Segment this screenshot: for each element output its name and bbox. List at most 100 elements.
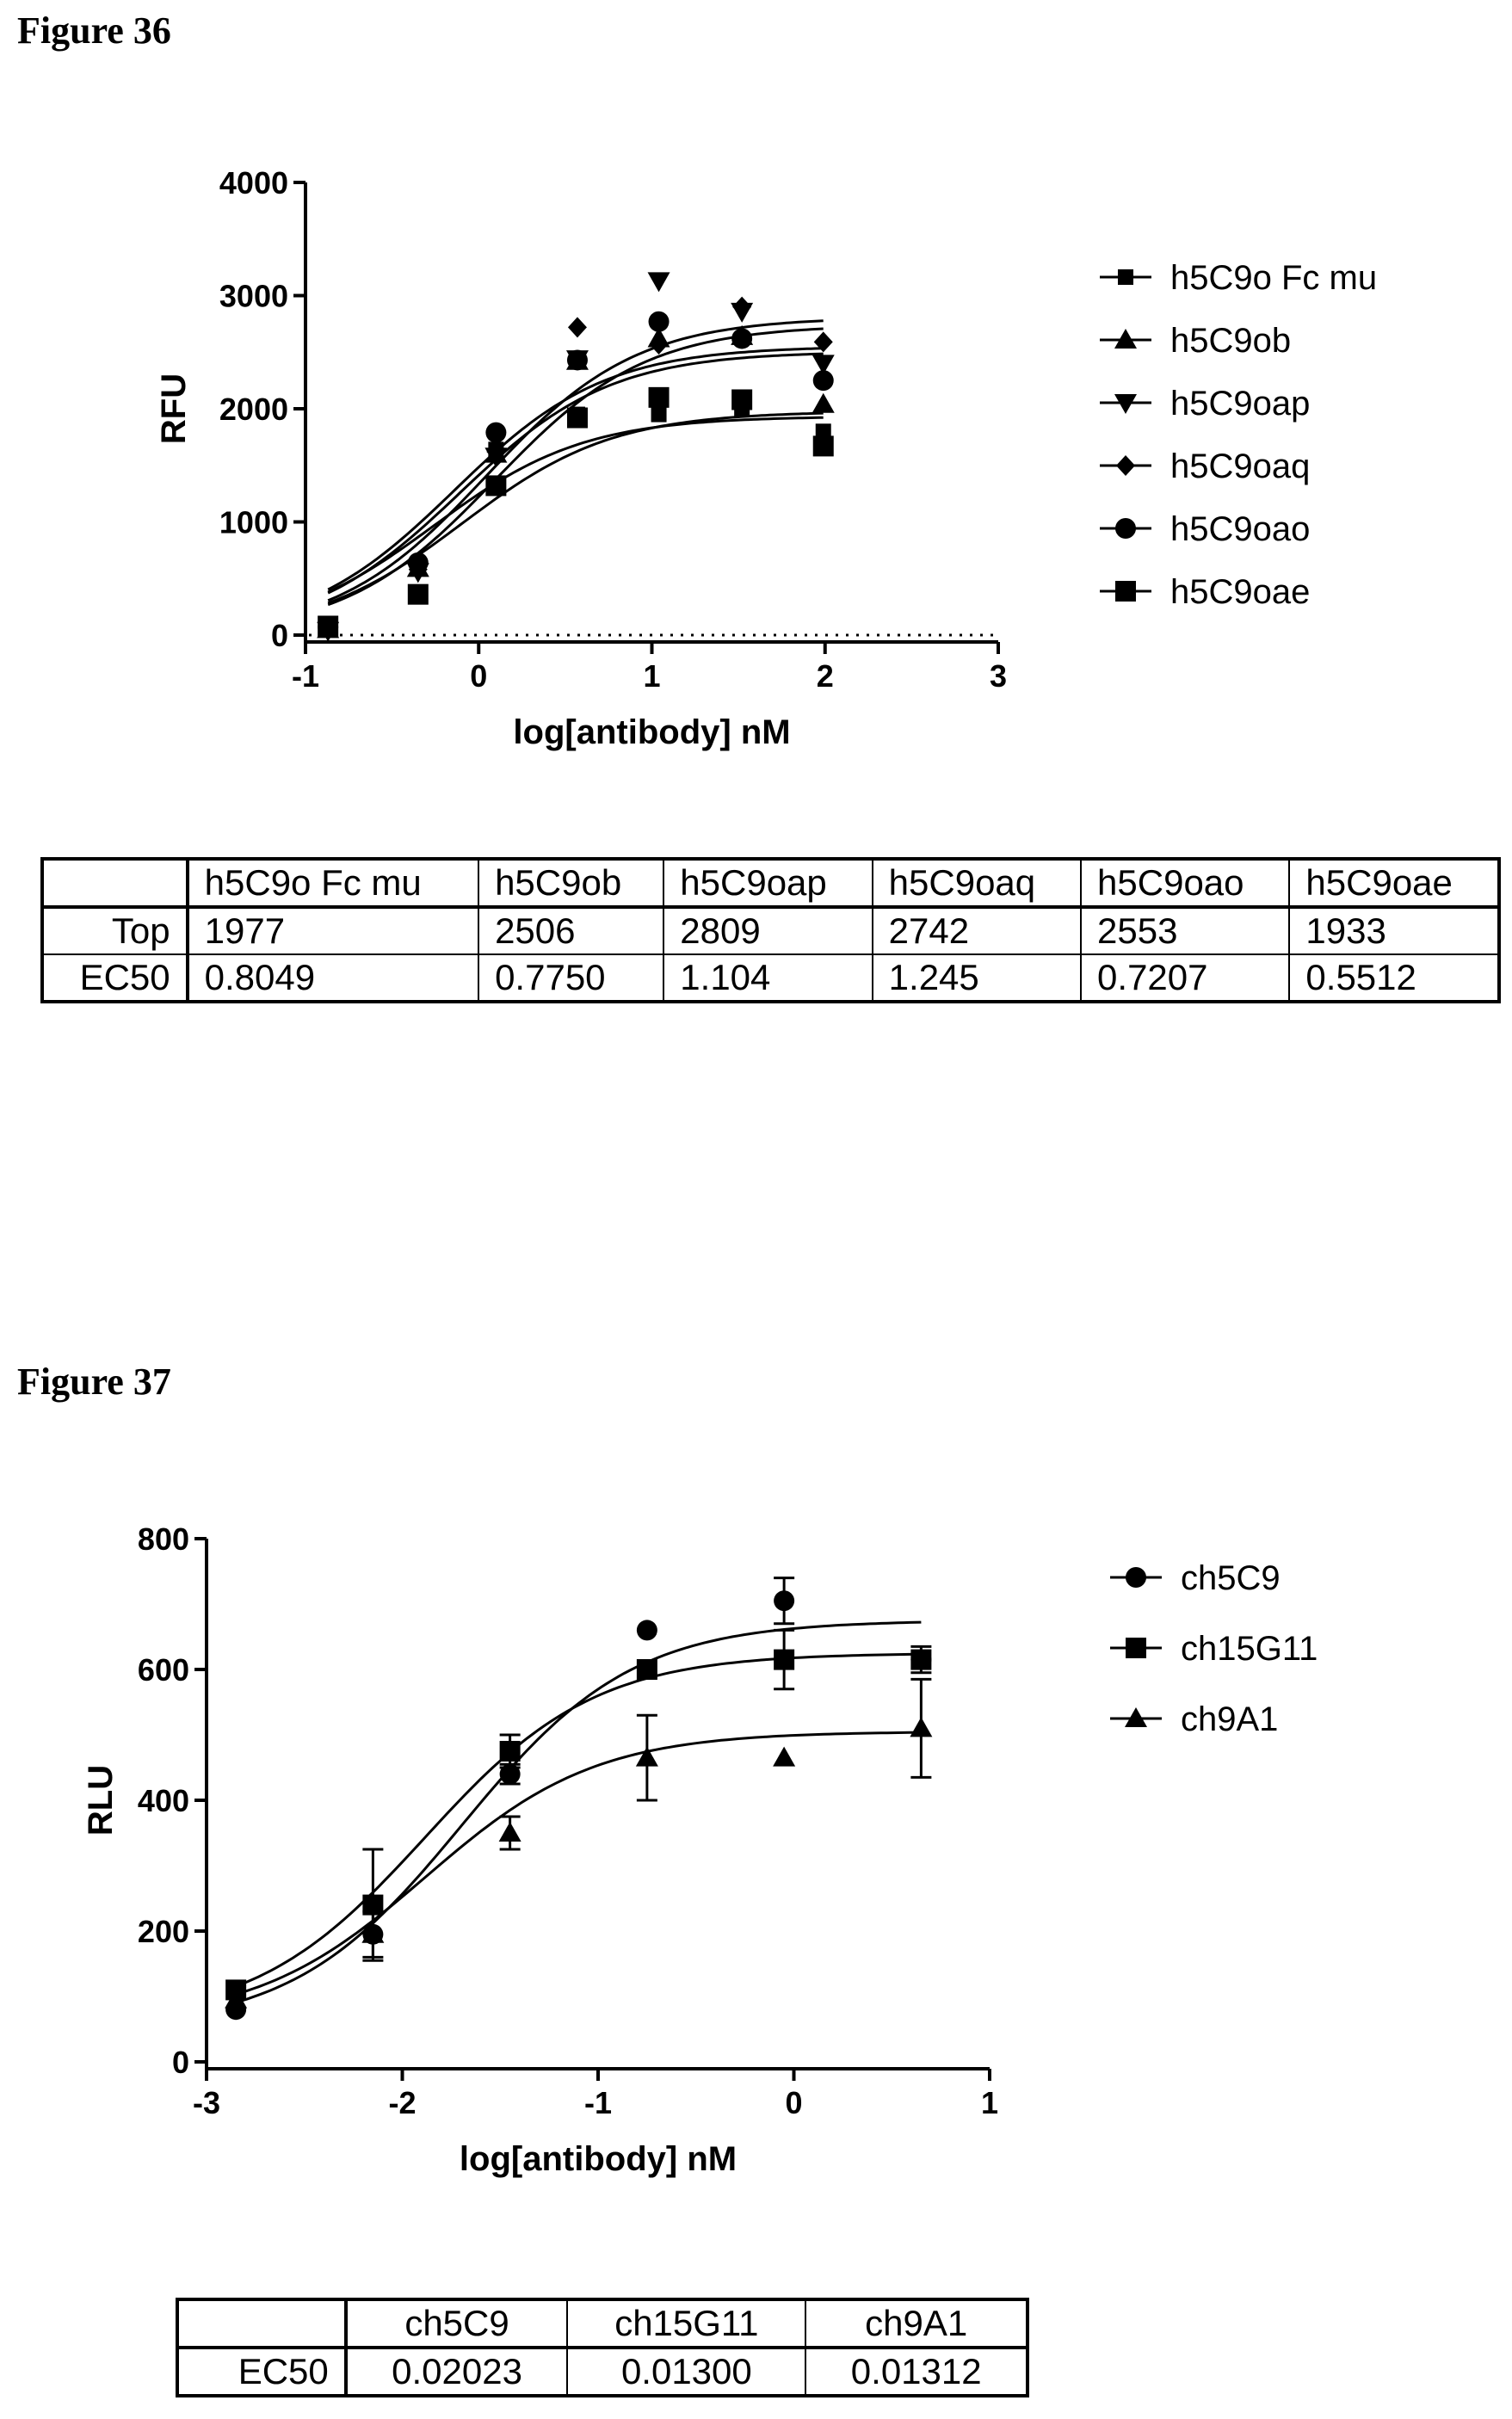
- fig37-legend-item: ch5C9: [1110, 1559, 1281, 1597]
- fig36-data-point: [318, 615, 339, 637]
- fig36-fit-curve: [327, 347, 824, 591]
- figure-36-table-cell: 1977: [186, 906, 480, 955]
- figure-36-table-header-cell: h5C9oao: [1080, 858, 1291, 909]
- fig36-data-point: [812, 355, 835, 375]
- figure-37-table-row-label: EC50: [176, 2347, 348, 2397]
- fig36-data-point: [732, 296, 752, 318]
- fig37-data-point: [910, 1717, 933, 1737]
- fig36-legend-marker: [1115, 581, 1136, 602]
- fig36-legend-item: h5C9oap: [1100, 385, 1310, 423]
- fig36-data-point: [485, 422, 507, 443]
- fig36-legend-item: h5C9o Fc mu: [1100, 259, 1377, 297]
- fig37-legend-label: ch15G11: [1181, 1630, 1318, 1668]
- fig37-y-tick-label: 400: [138, 1783, 189, 1818]
- fig36-y-tick-label: 0: [271, 618, 288, 653]
- figure-37-table-cell: 0.01312: [805, 2347, 1028, 2397]
- figure-36-table-cell: 2809: [663, 906, 873, 955]
- fig36-data-point: [648, 311, 670, 332]
- fig36-data-point: [407, 552, 429, 573]
- figure-36-table-header-cell: h5C9oae: [1288, 858, 1500, 909]
- fig37-data-point: [910, 1649, 932, 1670]
- fig36-fit-curve: [327, 411, 824, 605]
- figure-37-table-header-cell: ch15G11: [566, 2299, 807, 2349]
- fig37-x-tick-label: -1: [584, 2085, 612, 2120]
- figure-36-table-cell: 0.8049: [186, 953, 480, 1003]
- fig36-data-point: [485, 475, 507, 497]
- fig36-legend-label: h5C9ob: [1170, 322, 1291, 360]
- fig37-data-point: [498, 1822, 521, 1842]
- fig37-y-tick-label: 0: [172, 2045, 189, 2080]
- fig37-data-point: [361, 1922, 385, 1943]
- figure-37-table-header-cell: ch5C9: [344, 2299, 569, 2349]
- fig36-legend-marker: [1114, 394, 1137, 414]
- figure-37-table-cell: 0.02023: [344, 2347, 569, 2397]
- fig36-data-point: [731, 328, 753, 349]
- fig37-data-point: [774, 1649, 795, 1670]
- fig36-x-tick-label: 2: [817, 658, 834, 694]
- fig36-series-3: [318, 296, 833, 640]
- figure-37-table-cell: 0.01300: [566, 2347, 807, 2397]
- fig36-data-point: [648, 386, 670, 408]
- fig36-data-point: [815, 423, 831, 440]
- fig36-legend-marker: [1118, 269, 1133, 285]
- figure-36-table-cell: 1.245: [871, 953, 1083, 1003]
- fig36-x-tick-label: 0: [470, 658, 487, 694]
- fig37-fit-curve: [235, 1652, 922, 1988]
- figure-36-table-header-cell: h5C9o Fc mu: [186, 858, 480, 909]
- figure-36-table-cell: 1933: [1288, 906, 1500, 955]
- fig36-legend-marker: [1115, 518, 1136, 539]
- fig36-legend-item: h5C9oao: [1100, 510, 1310, 548]
- figure-36-table-header-cell: [41, 858, 189, 909]
- fig36-data-point: [651, 406, 667, 423]
- figure-36-table-cell: 0.5512: [1288, 953, 1500, 1003]
- fig37-x-tick-label: 1: [981, 2085, 998, 2120]
- figure-37-table-header-row: ch5C9 ch15G11 ch9A1: [176, 2299, 1028, 2349]
- fig36-data-point: [647, 272, 670, 293]
- fig37-series-1: [225, 1628, 932, 2001]
- fig36-series-5: [318, 386, 834, 637]
- fig36-data-point: [566, 407, 588, 429]
- fig37-y-axis-label: RLU: [82, 1765, 120, 1836]
- fig36-fit-curve: [327, 319, 824, 602]
- fig36-legend-marker: [1116, 455, 1135, 476]
- fig36-legend-item: h5C9ob: [1100, 322, 1291, 360]
- fig36-legend-label: h5C9o Fc mu: [1170, 259, 1377, 297]
- figure-36-title: Figure 36: [17, 9, 171, 52]
- figure-37-table: ch5C9 ch15G11 ch9A1 EC50 0.02023 0.01300 0.013…: [176, 2298, 1029, 2397]
- fig37-y-tick-label: 800: [138, 1521, 189, 1557]
- fig36-legend-label: h5C9oae: [1170, 573, 1310, 611]
- fig36-data-point: [813, 331, 833, 353]
- fig37-series-0: [225, 1577, 932, 2021]
- fig37-series-2: [225, 1677, 933, 2009]
- fig37-legend-item: ch9A1: [1110, 1700, 1278, 1738]
- fig36-data-point: [812, 370, 834, 392]
- figure-36-table-cell: 0.7750: [478, 953, 665, 1003]
- fig37-data-point: [635, 1746, 658, 1767]
- figure-36-table-header-cell: h5C9ob: [478, 858, 665, 909]
- fig37-data-point: [499, 1763, 521, 1785]
- fig37-legend-label: ch5C9: [1181, 1559, 1281, 1597]
- fig36-fit-curve: [327, 352, 824, 595]
- fig36-legend-label: h5C9oaq: [1170, 447, 1310, 485]
- figure-36-table-cell: 2553: [1080, 906, 1291, 955]
- fig36-data-point: [649, 334, 669, 355]
- figure-37-table-header-cell: [176, 2299, 348, 2349]
- fig36-x-axis-label: log[antibody] nM: [513, 713, 790, 751]
- figure-36-table-cell: 1.104: [663, 953, 873, 1003]
- fig36-series-0: [320, 401, 831, 637]
- fig37-x-axis-label: log[antibody] nM: [460, 2140, 737, 2178]
- fig37-legend-item: ch15G11: [1110, 1630, 1318, 1668]
- fig37-fit-curve: [235, 1620, 922, 2004]
- figure-36-table-header-cell: h5C9oap: [663, 858, 873, 909]
- fig37-data-point: [636, 1659, 657, 1680]
- figure-37-title: Figure 37: [17, 1361, 171, 1403]
- fig37-data-point: [773, 1746, 796, 1767]
- fig36-series-4: [318, 311, 834, 638]
- figure-36-table: h5C9o Fc mu h5C9ob h5C9oap h5C9oaq h5C9oao h5…: [40, 857, 1501, 1003]
- fig36-y-tick-label: 2000: [219, 392, 288, 427]
- fig36-legend-item: h5C9oaq: [1100, 447, 1310, 485]
- fig36-data-point: [567, 317, 587, 338]
- figure-37-chart: 0 200 400 600 800 -3 -2 -1 0 1 log[antibody] nM RLU…: [82, 1521, 1318, 2178]
- fig36-x-tick-label: 1: [643, 658, 660, 694]
